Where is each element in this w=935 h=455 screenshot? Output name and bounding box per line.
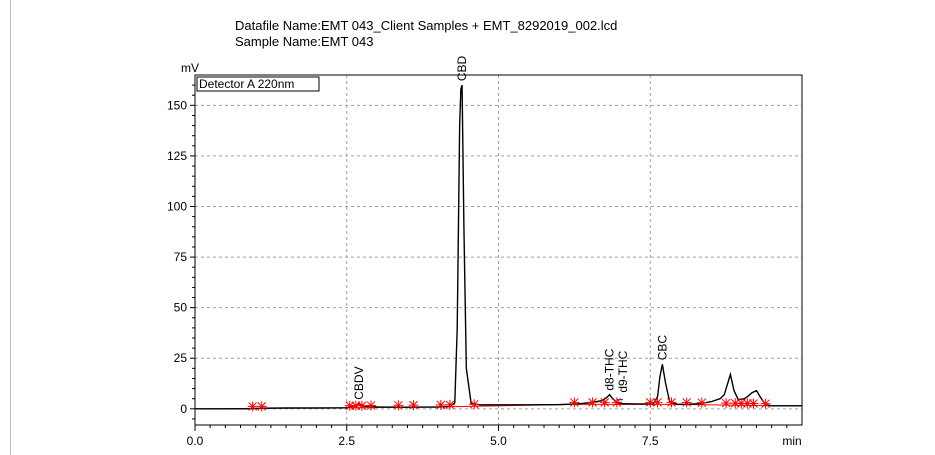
trace-layer (194, 84, 802, 410)
series-line (195, 84, 802, 410)
legend: Detector A 220nm (196, 76, 320, 92)
legend-box (196, 76, 320, 92)
peak-marker (666, 397, 677, 408)
peak-marker (721, 398, 732, 409)
peak-marker (760, 398, 771, 409)
peak-label: CBDV (352, 366, 366, 399)
legend-entry: Detector A 220nm (199, 77, 294, 91)
peak-label: d9-THC (616, 350, 630, 392)
x-tick-label: 2.5 (338, 434, 355, 448)
peak-marker (408, 400, 419, 411)
y-tick-label: 50 (174, 301, 188, 315)
y-tick-label: 100 (167, 200, 187, 214)
peak-marker (652, 397, 663, 408)
peak-marker (587, 397, 598, 408)
peak-marker (696, 397, 707, 408)
x-tick-label: 0.0 (187, 434, 204, 448)
peak-marker (356, 400, 367, 411)
sample-name: Sample Name:EMT 043 (235, 34, 374, 49)
x-tick-label: 7.5 (642, 434, 659, 448)
y-tick-label: 150 (167, 98, 187, 112)
page-border (10, 0, 11, 455)
peak-marker (444, 399, 455, 410)
peak-marker (569, 397, 580, 408)
peak-marker (681, 397, 692, 408)
y-tick-label: 125 (167, 149, 187, 163)
datafile-title: Datafile Name:EMT 043_Client Samples + E… (235, 18, 618, 33)
x-tick-label: 5.0 (490, 434, 507, 448)
grid (195, 75, 802, 425)
peak-label: CBC (655, 335, 669, 361)
peak-marker (748, 398, 759, 409)
x-axis-label: min (782, 434, 801, 448)
peak-marker (256, 401, 267, 412)
y-tick-label: 0 (180, 402, 187, 416)
peak-marker (435, 399, 446, 410)
peak-marker (469, 399, 480, 410)
y-axis-label: mV (181, 61, 199, 75)
peak-marker (599, 397, 610, 408)
baseline-markers (247, 397, 771, 412)
y-tick-label: 75 (174, 250, 188, 264)
peak-marker (611, 397, 622, 408)
peak-marker (366, 400, 377, 411)
peak-label: CBD (455, 55, 469, 81)
peak-labels: CBDV CBD d8-THC d9-THC CBC (352, 55, 670, 399)
y-tick-label: 25 (174, 351, 188, 365)
peak-marker (247, 401, 258, 412)
peak-marker (393, 400, 404, 411)
axes: 0 25 50 75 100 125 150 0.0 2.5 5.0 7.5 mV min (167, 61, 803, 448)
peak-label: d8-THC (603, 348, 617, 390)
